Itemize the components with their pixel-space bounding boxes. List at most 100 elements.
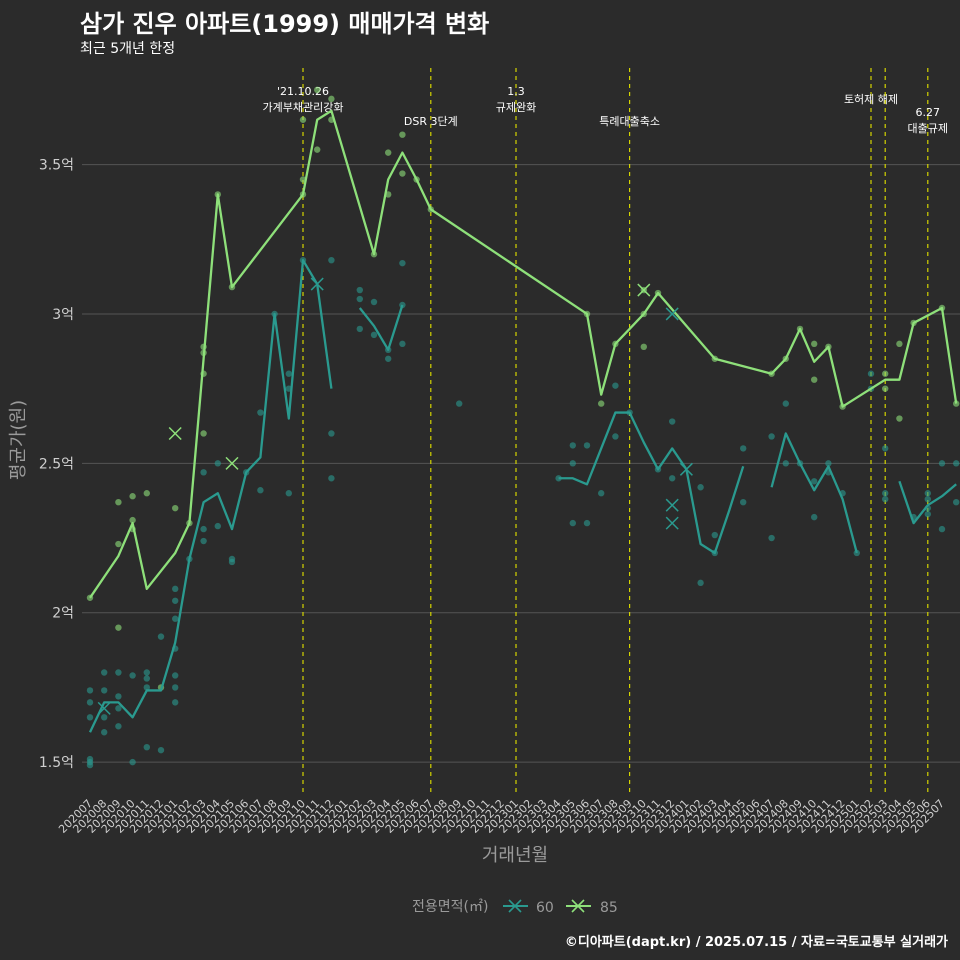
point-60 [811,513,818,521]
point-60 [953,460,960,467]
point-60 [924,496,931,503]
point-60 [456,400,463,407]
x-marker-60 [665,516,679,530]
legend-label-60: 60 [536,900,554,916]
point-60 [200,469,207,476]
point-60 [200,525,207,533]
x-marker-stroke [679,462,693,476]
point-60 [157,633,165,640]
point-60 [143,669,150,676]
point-85 [299,116,307,123]
x-marker-stroke [665,516,679,530]
legend-label-85: 85 [600,900,618,916]
point-60 [143,675,150,682]
point-60 [583,519,591,527]
point-60 [115,693,122,700]
event-label: 토허제 해제 [844,92,898,106]
point-60 [399,259,406,267]
x-marker-60 [665,498,679,512]
point-60 [938,460,946,467]
point-60 [157,746,165,754]
point-60 [782,460,789,467]
x-marker-60 [97,701,111,715]
series-line-60 [358,304,404,351]
point-60 [385,355,392,362]
point-60 [782,400,789,407]
y-tick-label: 2억 [52,606,74,622]
point-60 [697,484,704,491]
point-60 [768,534,775,542]
point-60 [129,758,136,766]
point-60 [328,430,335,437]
x-marker-stroke [665,498,679,512]
x-marker-stroke [97,701,111,715]
event-label: DSR 3단계 [404,115,458,128]
x-marker-stroke [637,283,651,297]
point-85 [882,385,889,392]
point-60 [86,714,94,721]
chart-title: 삼가 진우 아파트(1999) 매매가격 변화 [80,10,490,38]
point-60 [669,475,676,482]
point-60 [740,445,747,452]
event-label: 규제완화 [496,101,536,114]
x-marker-85 [225,456,239,470]
point-85 [399,170,406,177]
point-60 [101,729,108,736]
point-60 [200,537,207,545]
point-60 [172,597,179,604]
x-marker-60 [679,462,693,476]
point-60 [285,490,292,497]
point-60 [101,714,108,721]
point-60 [583,442,591,449]
point-60 [370,298,378,306]
x-markers [97,277,693,715]
point-85 [385,149,392,156]
y-tick-label: 3억 [52,307,74,323]
point-85 [115,498,122,506]
point-60 [825,460,832,467]
point-85 [143,490,150,497]
point-85 [129,493,136,500]
point-85 [314,146,321,153]
point-60 [115,705,122,712]
legend-key-60 [503,899,528,913]
point-60 [328,256,335,264]
point-60 [172,699,179,706]
point-85 [314,86,321,94]
legend-key-85 [566,899,591,913]
point-60 [86,699,94,706]
x-marker-60 [310,277,324,291]
grid-lines [82,164,960,763]
point-60 [768,433,775,440]
point-60 [257,487,264,494]
x-tick-labels: 2020072020082020092020102020112020122021… [56,797,947,836]
point-60 [172,585,179,593]
x-marker-85 [637,283,651,297]
point-60 [356,286,363,294]
point-60 [612,382,619,389]
x-marker-stroke [310,277,324,291]
point-60 [669,418,676,425]
point-60 [867,370,875,377]
x-marker-stroke [225,456,239,470]
point-85 [200,430,207,437]
point-60 [228,558,236,566]
point-60 [882,496,889,503]
point-60 [612,433,619,440]
point-60 [172,615,179,622]
point-85 [896,415,903,422]
point-60 [172,684,179,691]
event-label: 1.3 [507,85,525,98]
point-85 [172,504,179,512]
x-marker-stroke [168,426,182,440]
point-60 [129,672,136,679]
y-tick-label: 3.5억 [39,158,74,174]
point-85 [115,624,122,631]
point-60 [924,510,931,518]
point-60 [172,672,179,679]
event-label: 6.27 [916,106,941,119]
point-60 [370,331,378,339]
x-marker-stroke [665,307,679,321]
point-85 [882,370,889,377]
